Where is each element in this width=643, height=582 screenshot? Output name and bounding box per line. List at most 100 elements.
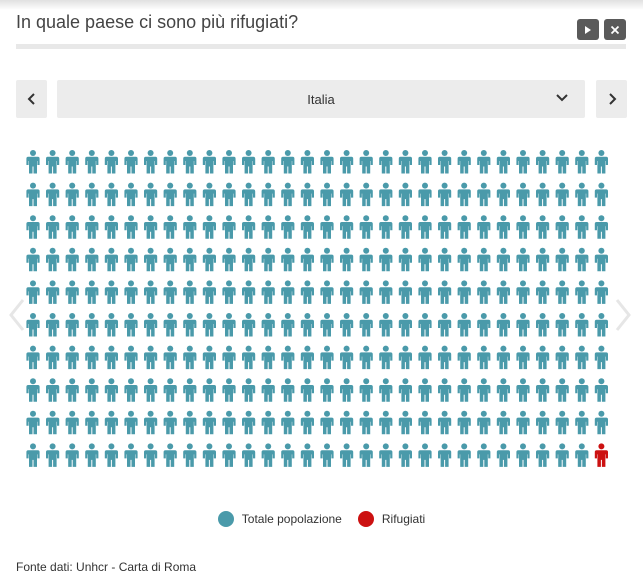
person-icon bbox=[46, 313, 60, 337]
person-icon bbox=[398, 182, 412, 207]
person-icon bbox=[340, 410, 354, 435]
person-icon bbox=[457, 345, 471, 370]
person-icon bbox=[300, 182, 314, 207]
person-icon bbox=[418, 313, 432, 337]
person-icon bbox=[202, 182, 216, 207]
person-icon bbox=[340, 215, 354, 239]
person-icon bbox=[398, 410, 412, 435]
person-icon bbox=[222, 443, 236, 467]
person-icon bbox=[496, 443, 510, 467]
person-icon bbox=[163, 247, 177, 272]
person-icon bbox=[594, 410, 608, 435]
person-icon bbox=[477, 378, 491, 402]
person-icon bbox=[261, 378, 275, 402]
person-icon bbox=[281, 378, 295, 402]
person-icon bbox=[398, 378, 412, 402]
person-icon bbox=[594, 215, 608, 239]
person-icon bbox=[46, 378, 60, 402]
person-icon bbox=[457, 378, 471, 402]
play-button[interactable] bbox=[577, 19, 599, 40]
country-select[interactable]: Italia bbox=[57, 80, 585, 118]
person-icon bbox=[281, 215, 295, 239]
person-icon bbox=[594, 345, 608, 370]
person-icon bbox=[477, 313, 491, 337]
top-shadow bbox=[0, 0, 643, 10]
person-icon bbox=[320, 280, 334, 304]
person-icon bbox=[496, 182, 510, 207]
person-icon bbox=[359, 443, 373, 467]
next-country-button[interactable] bbox=[596, 80, 627, 118]
person-icon bbox=[536, 313, 550, 337]
person-icon bbox=[594, 280, 608, 304]
person-icon bbox=[300, 313, 314, 337]
person-icon bbox=[65, 410, 79, 435]
person-icon bbox=[379, 182, 393, 207]
person-icon bbox=[222, 345, 236, 370]
person-icon bbox=[320, 345, 334, 370]
person-icon bbox=[26, 215, 40, 239]
person-icon bbox=[281, 410, 295, 435]
person-icon bbox=[144, 215, 158, 239]
person-icon bbox=[144, 182, 158, 207]
person-icon bbox=[26, 345, 40, 370]
person-icon bbox=[222, 410, 236, 435]
slide-next-arrow-icon[interactable] bbox=[614, 298, 632, 332]
person-icon bbox=[575, 378, 589, 402]
person-icon bbox=[438, 410, 452, 435]
person-icon bbox=[379, 410, 393, 435]
person-icon bbox=[65, 182, 79, 207]
person-icon bbox=[124, 443, 138, 467]
person-icon bbox=[104, 182, 118, 207]
person-icon bbox=[575, 313, 589, 337]
person-icon bbox=[418, 345, 432, 370]
person-icon bbox=[536, 182, 550, 207]
legend-label-population: Totale popolazione bbox=[241, 512, 342, 526]
person-icon bbox=[418, 247, 432, 272]
legend-label-refugees: Rifugiati bbox=[381, 512, 426, 526]
person-icon bbox=[457, 280, 471, 304]
person-icon bbox=[340, 150, 354, 174]
legend-item-refugees: Rifugiati bbox=[357, 511, 426, 527]
person-icon bbox=[340, 313, 354, 337]
person-icon bbox=[320, 410, 334, 435]
person-icon bbox=[575, 182, 589, 207]
legend-dot-refugees bbox=[357, 511, 374, 527]
person-icon bbox=[85, 247, 99, 272]
person-icon bbox=[477, 150, 491, 174]
person-icon bbox=[144, 247, 158, 272]
person-icon bbox=[320, 443, 334, 467]
person-icon bbox=[320, 247, 334, 272]
person-icon bbox=[418, 443, 432, 467]
person-icon bbox=[104, 443, 118, 467]
slide-prev-arrow-icon[interactable] bbox=[8, 298, 26, 332]
person-icon bbox=[222, 378, 236, 402]
prev-country-button[interactable] bbox=[16, 80, 47, 118]
person-icon bbox=[340, 247, 354, 272]
person-icon bbox=[398, 313, 412, 337]
person-icon bbox=[320, 378, 334, 402]
person-icon bbox=[163, 410, 177, 435]
close-button[interactable] bbox=[604, 19, 626, 40]
person-icon bbox=[575, 215, 589, 239]
person-icon bbox=[398, 345, 412, 370]
person-icon bbox=[104, 313, 118, 337]
person-icon bbox=[379, 313, 393, 337]
person-icon bbox=[202, 247, 216, 272]
person-icon bbox=[457, 443, 471, 467]
person-icon bbox=[555, 247, 569, 272]
person-icon bbox=[144, 410, 158, 435]
person-icon bbox=[438, 150, 452, 174]
person-icon bbox=[242, 182, 256, 207]
person-icon bbox=[183, 378, 197, 402]
person-icon bbox=[46, 215, 60, 239]
person-icon bbox=[575, 345, 589, 370]
person-icon bbox=[457, 182, 471, 207]
person-icon bbox=[46, 280, 60, 304]
person-icon bbox=[457, 410, 471, 435]
person-icon bbox=[222, 280, 236, 304]
chevron-right-icon bbox=[608, 93, 616, 105]
person-icon bbox=[379, 215, 393, 239]
person-icon bbox=[163, 378, 177, 402]
person-icon bbox=[536, 150, 550, 174]
person-icon bbox=[594, 378, 608, 402]
